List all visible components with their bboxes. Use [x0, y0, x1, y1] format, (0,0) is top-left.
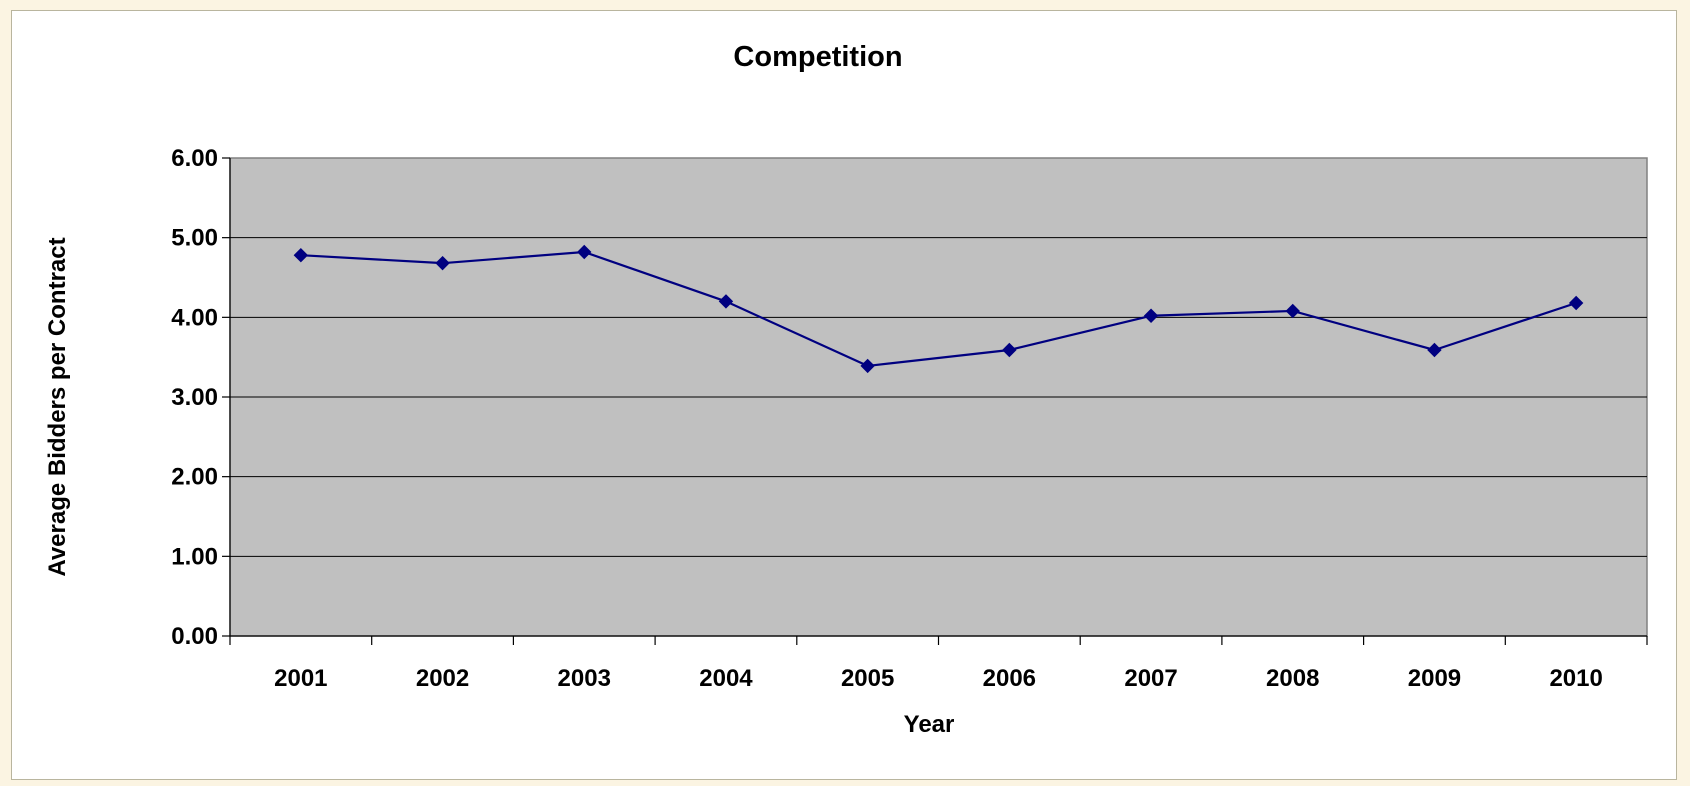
y-tick-label: 4.00: [171, 304, 218, 331]
data-series: [293, 244, 1584, 374]
y-axis-title: Average Bidders per Contract: [44, 237, 71, 576]
data-point: [435, 255, 450, 271]
x-tick-label: 2010: [1549, 665, 1602, 692]
y-tick-label: 1.00: [171, 543, 218, 570]
x-tick-label: 2002: [416, 665, 469, 692]
series-line: [300, 250, 1577, 368]
x-tick-label: 2001: [274, 665, 327, 692]
data-point: [1143, 308, 1159, 323]
y-tick-label: 2.00: [171, 464, 218, 491]
data-point: [577, 244, 592, 260]
data-point: [1002, 342, 1017, 358]
x-tick-label: 2007: [1124, 665, 1177, 692]
data-point: [718, 294, 734, 309]
x-tick-label: 2005: [841, 665, 894, 692]
x-tick-labels: 2001 2002 2003 2004 2005 2006 2007 2008 2009 2010: [274, 665, 1603, 692]
data-point: [293, 247, 309, 263]
y-tick-label: 5.00: [171, 225, 218, 252]
data-point: [1427, 342, 1442, 358]
x-tick-label: 2009: [1408, 665, 1461, 692]
x-tick-label: 2004: [699, 665, 753, 692]
data-point: [1568, 295, 1584, 311]
y-tick-label: 0.00: [171, 623, 218, 650]
data-point: [1285, 303, 1300, 319]
x-axis-title: Year: [904, 711, 955, 738]
x-tick-label: 2006: [983, 665, 1036, 692]
y-tick-label: 6.00: [171, 145, 218, 172]
axes: [222, 157, 1648, 645]
x-tick-label: 2008: [1266, 665, 1319, 692]
y-tick-labels: 0.00 1.00 2.00 3.00 4.00 5.00 6.00: [171, 145, 218, 650]
x-tick-label: 2003: [558, 665, 611, 692]
y-tick-label: 3.00: [171, 384, 218, 411]
data-point: [860, 358, 875, 374]
gridlines: [230, 237, 1647, 557]
chart-title: Competition: [733, 41, 902, 73]
